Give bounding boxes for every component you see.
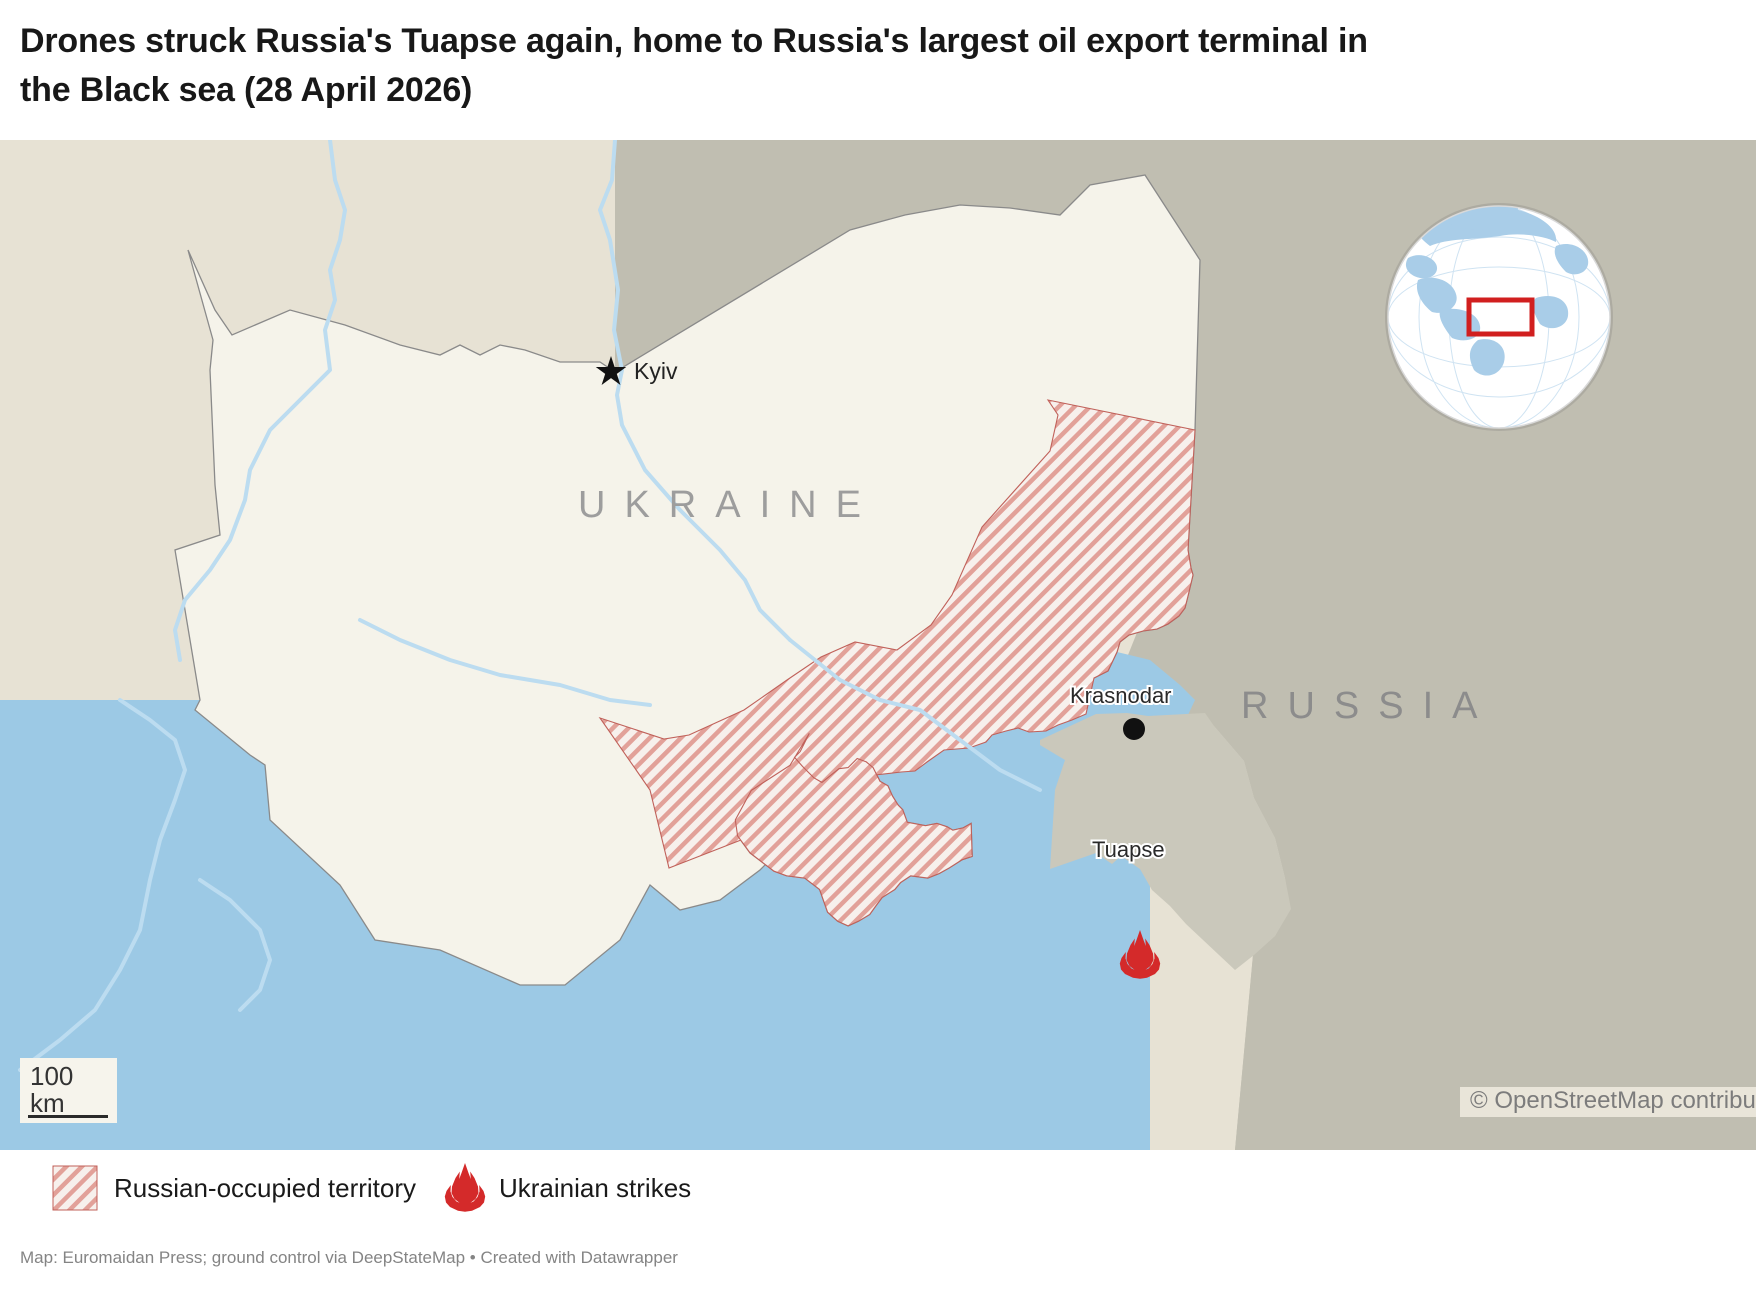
svg-text:© OpenStreetMap contributors: © OpenStreetMap contributors — [1470, 1087, 1756, 1114]
svg-text:Kyiv: Kyiv — [634, 358, 678, 384]
svg-text:Ukrainian strikes: Ukrainian strikes — [499, 1173, 691, 1203]
svg-text:RUSSIA: RUSSIA — [1241, 685, 1496, 727]
svg-text:100: 100 — [30, 1061, 73, 1091]
svg-text:Tuapse: Tuapse — [1092, 837, 1165, 862]
svg-text:Russian-occupied territory: Russian-occupied territory — [114, 1173, 416, 1203]
svg-text:km: km — [30, 1088, 65, 1118]
svg-text:Krasnodar: Krasnodar — [1070, 683, 1172, 708]
svg-text:UKRAINE: UKRAINE — [578, 484, 880, 526]
